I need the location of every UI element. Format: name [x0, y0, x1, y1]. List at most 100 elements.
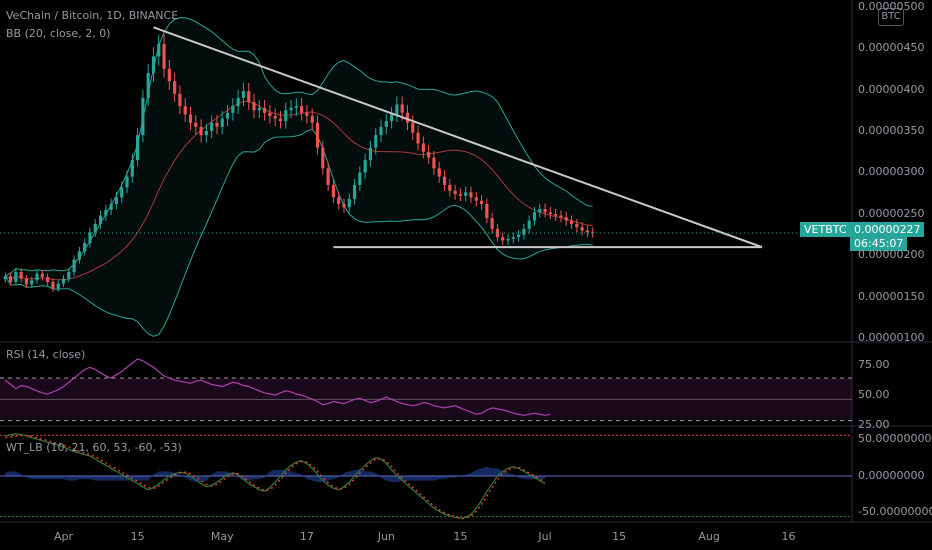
candle-body	[220, 118, 224, 127]
candle-body	[35, 273, 39, 281]
wt1-line	[5, 433, 546, 519]
candle-body	[225, 112, 230, 119]
candle-body	[517, 234, 521, 238]
candle-body	[554, 213, 558, 216]
band-fill	[5, 17, 593, 337]
candle-body	[30, 280, 34, 285]
candle-body	[326, 168, 330, 185]
candle-body	[141, 97, 145, 136]
grid	[0, 0, 932, 523]
candle-body	[310, 116, 314, 123]
price-tick: 0.00000150	[858, 289, 925, 303]
time-tick: Aug	[698, 530, 720, 543]
candle-body	[474, 197, 478, 201]
time-tick: 15	[453, 530, 468, 543]
rsi-tick: 25.00	[858, 418, 890, 431]
candle-body	[120, 187, 124, 198]
candle-body	[374, 135, 378, 148]
candle-body	[342, 204, 346, 208]
candle-body	[215, 122, 219, 127]
candle-body	[77, 251, 81, 260]
candle-body	[321, 147, 325, 169]
wt-tick: 50.00000000	[858, 432, 932, 445]
candle-body	[405, 112, 410, 123]
time-tick: 15	[612, 530, 627, 543]
candle-body	[485, 204, 489, 219]
time-tick: Apr	[53, 530, 74, 543]
candle-body	[19, 272, 23, 279]
candle-body	[363, 160, 367, 173]
time-tick: Jun	[377, 530, 395, 543]
price-tick: 0.00000350	[858, 124, 925, 138]
candle-body	[479, 200, 484, 204]
candle-body	[88, 232, 92, 243]
candle-body	[442, 176, 447, 185]
candle-body	[273, 116, 277, 119]
rsi-band	[0, 378, 852, 421]
candle-body	[384, 121, 388, 127]
bollinger-bands	[4, 17, 593, 337]
candle-body	[400, 104, 404, 113]
candle-body	[125, 176, 129, 188]
candle-body	[427, 151, 431, 158]
candle-body	[538, 208, 542, 213]
candle-body	[157, 43, 161, 57]
candle-body	[151, 56, 156, 73]
candle-body	[569, 220, 574, 224]
time-tick: 17	[299, 530, 314, 543]
price-tick: 0.00000450	[858, 41, 925, 55]
price-tick: 0.00000400	[858, 82, 925, 96]
candle-body	[8, 276, 13, 282]
candle-body	[263, 107, 267, 113]
candle-body	[93, 223, 97, 233]
time-tick: 15	[130, 530, 145, 543]
candle-body	[490, 218, 494, 229]
candle-body	[24, 278, 29, 285]
candle-body	[421, 143, 425, 152]
price-tick: 0.00000250	[858, 206, 925, 220]
candle-body	[268, 112, 272, 117]
candle-body	[522, 228, 526, 235]
candle-body	[315, 122, 320, 148]
price-badge: 0.00000227	[850, 222, 925, 237]
candle-body	[67, 272, 71, 279]
wt-area	[5, 466, 546, 483]
candle-body	[453, 190, 457, 195]
candle-body	[199, 126, 203, 136]
chart-title: VeChain / Bitcoin, 1D, BINANCE	[6, 9, 179, 22]
symbol-badge: VETBTC	[800, 222, 851, 237]
price-tick: 0.00000200	[858, 248, 925, 262]
candle-body	[379, 126, 383, 136]
candle-body	[411, 122, 415, 133]
candle-body	[167, 68, 171, 82]
candle-body	[543, 208, 547, 213]
candle-body	[527, 220, 531, 229]
descending-trendline	[153, 26, 763, 249]
candle-body	[432, 157, 436, 169]
rsi-title: RSI (14, close)	[6, 348, 86, 361]
candle-body	[51, 281, 55, 289]
candle-body	[559, 215, 563, 218]
candle-body	[284, 110, 288, 122]
time-tick: 16	[781, 530, 796, 543]
candle-body	[247, 91, 251, 102]
candle-body	[98, 215, 103, 224]
candle-body	[495, 228, 500, 238]
wt2-line	[5, 434, 546, 519]
wt-pane	[0, 433, 852, 519]
candle-body	[458, 194, 462, 196]
candle-body	[236, 97, 240, 107]
candle-body	[61, 278, 66, 284]
rsi-pane	[0, 358, 852, 422]
candle-body	[231, 106, 235, 113]
candle-body	[564, 217, 568, 221]
basis-line	[5, 100, 593, 281]
candle-body	[395, 104, 399, 115]
drawings[interactable]	[0, 26, 852, 249]
currency-badge[interactable]: BTC	[878, 8, 904, 26]
candle-body	[72, 259, 76, 272]
candle-body	[416, 132, 420, 144]
candle-body	[114, 197, 119, 204]
candle-body	[300, 106, 304, 113]
